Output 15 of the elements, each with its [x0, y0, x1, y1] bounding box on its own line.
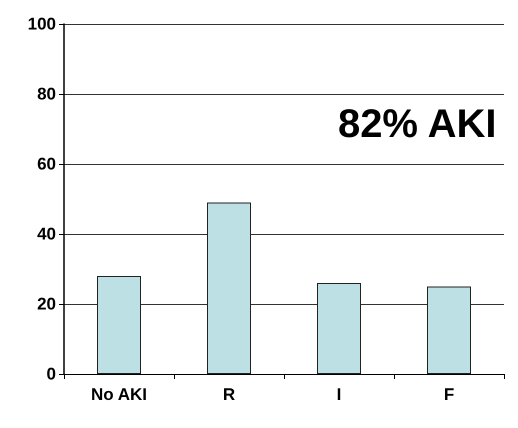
- bar: [427, 286, 471, 374]
- annotation: 82% AKI: [338, 102, 497, 146]
- x-tick-label: No AKI: [90, 385, 148, 404]
- y-tick-label: 60: [37, 154, 56, 174]
- x-tick-label: F: [444, 385, 454, 404]
- y-tick-label: 0: [46, 364, 56, 384]
- y-tick-label: 20: [37, 294, 56, 314]
- bar: [317, 283, 361, 374]
- bar: [97, 276, 141, 374]
- bar: [207, 202, 251, 374]
- y-tick-label: 80: [37, 84, 56, 104]
- x-tick-label: R: [222, 385, 236, 404]
- y-tick-label: 100: [28, 14, 56, 34]
- y-tick-label: 40: [37, 224, 56, 244]
- x-tick-label: I: [336, 385, 342, 404]
